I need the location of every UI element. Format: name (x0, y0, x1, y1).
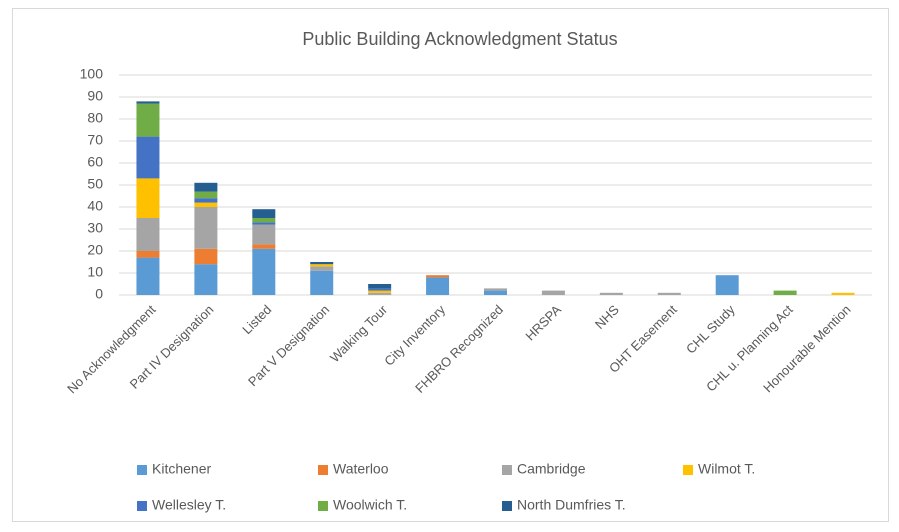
bar-segment (252, 248, 276, 295)
bar-segment (368, 288, 392, 291)
chart-title: Public Building Acknowledgment Status (302, 29, 617, 49)
bar-segment (136, 101, 160, 104)
bar-segment (136, 251, 160, 258)
y-tick-label: 10 (87, 264, 103, 280)
y-tick-label: 50 (87, 176, 103, 192)
legend-label: Kitchener (152, 461, 211, 477)
bar-segment (194, 182, 218, 192)
bar-segment (194, 198, 218, 203)
bar-segment (194, 202, 218, 207)
bar-segment (541, 290, 565, 295)
bar-segment (773, 290, 797, 295)
bar-segment (368, 292, 392, 295)
bar-segment (657, 292, 681, 295)
bar-segment (252, 209, 276, 218)
bar-segment (310, 264, 334, 267)
legend-swatch (137, 465, 147, 475)
bar-segment (484, 290, 507, 295)
bar-segment (136, 103, 160, 137)
bar-segment (252, 244, 276, 249)
y-tick-label: 70 (87, 132, 103, 148)
bar-segment (252, 218, 276, 223)
bar-segment (194, 248, 218, 265)
y-tick-label: 60 (87, 154, 103, 170)
legend-label: Wilmot T. (698, 461, 755, 477)
bar-segment (136, 218, 160, 251)
bar-segment (426, 277, 450, 295)
y-tick-label: 90 (87, 88, 103, 104)
bar-segment (310, 270, 334, 295)
bar-segment (599, 292, 623, 295)
bar-segment (310, 266, 334, 271)
bar-segment (194, 191, 218, 199)
bar-segment (252, 222, 276, 225)
bar-segment (484, 288, 507, 291)
bar-segment (368, 284, 392, 289)
legend-swatch (318, 465, 328, 475)
bar-segment (368, 290, 392, 293)
bar-segment (136, 178, 160, 218)
legend-swatch (502, 501, 512, 511)
legend-label: North Dumfries T. (517, 497, 626, 513)
legend-label: Cambridge (517, 461, 586, 477)
bar-segment (194, 207, 218, 249)
bar-segment (715, 275, 739, 295)
legend-label: Woolwich T. (333, 497, 407, 513)
bar-segment (426, 275, 450, 278)
bar-segment (310, 262, 334, 265)
legend-swatch (318, 501, 328, 511)
y-tick-label: 30 (87, 220, 103, 236)
bar-segment (136, 136, 160, 179)
legend-swatch (502, 465, 512, 475)
bar-segment (136, 257, 160, 295)
y-tick-label: 80 (87, 110, 103, 126)
y-tick-label: 100 (80, 66, 104, 82)
legend-label: Waterloo (333, 461, 389, 477)
bar-segment (194, 264, 218, 295)
y-tick-label: 0 (95, 286, 103, 302)
y-tick-label: 20 (87, 242, 103, 258)
legend-swatch (683, 465, 693, 475)
legend-label: Wellesley T. (152, 497, 226, 513)
y-tick-label: 40 (87, 198, 103, 214)
bar-segment (252, 224, 276, 245)
legend-swatch (137, 501, 147, 511)
bar-segment (831, 292, 855, 295)
